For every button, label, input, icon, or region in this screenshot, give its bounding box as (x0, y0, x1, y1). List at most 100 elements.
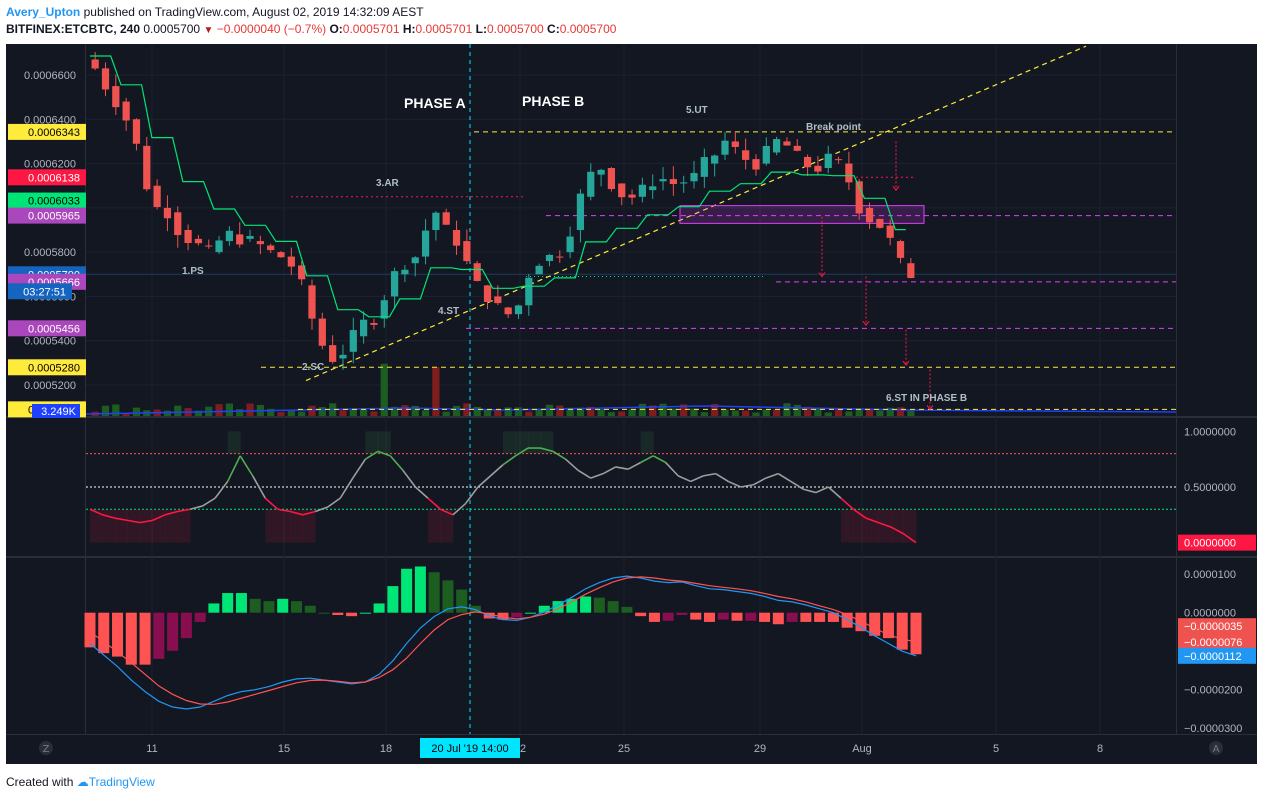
pane-separator[interactable] (6, 556, 1257, 558)
time-tick-label: Aug (852, 743, 872, 755)
volume-bar (483, 409, 492, 416)
volume-bar (359, 409, 368, 416)
oversold-zone (890, 509, 904, 543)
price-label-text: 0.0006343 (28, 127, 80, 139)
osc-line-segment (615, 466, 629, 470)
candle-body (886, 225, 894, 238)
volume-bar (793, 404, 801, 416)
macd-line (89, 575, 917, 710)
price-axis[interactable]: 0.00066000.00064000.00062000.00060000.00… (8, 70, 86, 418)
price-label-text: 0.0005456 (28, 323, 80, 335)
oversold-zone (102, 509, 116, 543)
candle-body (545, 254, 554, 261)
macd-histogram-bar (98, 612, 110, 654)
volume-bar (318, 407, 326, 416)
macd-histogram-bar (125, 612, 137, 665)
annotation-label: Break point (806, 122, 862, 133)
time-tick-label: 5 (993, 743, 999, 755)
volume-bar (886, 407, 894, 416)
volume-bar (380, 363, 388, 416)
oversold-zone (177, 509, 191, 543)
macd-signal-line (89, 576, 917, 705)
osc-line-segment (602, 466, 617, 475)
candle-body (432, 212, 440, 230)
time-tick-label: 11 (146, 743, 157, 755)
osc-line-segment (402, 469, 417, 488)
osc-line-segment (477, 475, 492, 488)
osc-line-segment (827, 486, 842, 499)
candle-body (308, 285, 316, 319)
macd-histogram-bar (703, 612, 716, 622)
macd-histogram-bar (566, 598, 578, 613)
macd-value-label: −0.0000112 (1184, 651, 1242, 663)
volume-bar (834, 408, 843, 416)
price-label-badge (8, 192, 86, 209)
trailing-stop-line (90, 55, 906, 318)
overbought-zone (377, 431, 391, 454)
oversold-zone (440, 509, 454, 543)
macd-histogram-bar (676, 612, 688, 615)
pane-separator[interactable] (6, 416, 1257, 418)
candle-body (225, 230, 234, 242)
oversold-zone (290, 509, 304, 543)
osc-line-segment (264, 497, 279, 510)
author-name[interactable]: Avery_Upton (6, 5, 81, 19)
volume-bar (855, 408, 863, 416)
volume-bar (762, 409, 770, 416)
macd-histogram-bar (648, 612, 660, 622)
price-label-text: 0.0006138 (28, 172, 80, 184)
macd-value-label: −0.0000035 (1184, 621, 1242, 633)
macd-histogram-bar (112, 612, 124, 657)
macd-histogram-bar (359, 612, 371, 614)
osc-line-segment (452, 503, 466, 516)
macd-histogram-bar (387, 586, 399, 613)
time-tick-label: 8 (1097, 743, 1103, 755)
candle-body (772, 139, 781, 153)
ohlc-legend: BITFINEX:ETCBTC, 240 0.0005700 ▼ −0.0000… (6, 22, 616, 36)
time-axis[interactable]: 111518222529Aug5820 Jul '19 14:00 (146, 738, 1103, 758)
candle-body (566, 236, 574, 253)
candle-body (752, 159, 760, 170)
osc-line-segment (640, 455, 654, 464)
volume-bar (814, 407, 822, 416)
annotation-label: 3.AR (376, 178, 400, 189)
volume-bar (907, 410, 915, 416)
candle-body (452, 230, 461, 246)
created-with-text: Created with (6, 775, 74, 789)
chart-canvas[interactable]: 1.PS 2.SC 3.AR 4.ST 5.UT 6.ST IN PHASE B PHASE… (6, 44, 1257, 764)
candle-body (535, 265, 543, 275)
volume-bar (298, 411, 306, 416)
overbought-zone (227, 431, 241, 454)
oversold-zone (302, 509, 316, 543)
osc-line-segment (565, 458, 579, 471)
macd-histogram-bar (373, 603, 385, 613)
macd-histogram-bar (263, 601, 275, 613)
volume-bar (597, 409, 605, 416)
macd-histogram-bar (304, 605, 316, 613)
macd-histogram-bar (332, 612, 344, 615)
volume-bar (638, 403, 647, 416)
osc-line-segment (803, 488, 817, 494)
candle-body (824, 153, 832, 168)
volume-bar (607, 412, 616, 416)
price-tick-label: 0.0006400 (24, 114, 76, 126)
zoom-button[interactable] (39, 741, 53, 755)
tradingview-brand[interactable]: TradingView (88, 775, 155, 789)
volume-bar (742, 410, 750, 416)
osc-line-segment (840, 497, 854, 510)
macd-histogram-bar (690, 612, 702, 620)
candle-body (514, 305, 523, 315)
low-label: L: (475, 22, 487, 36)
volume-bar (545, 404, 554, 416)
time-tick-label: 25 (618, 743, 630, 755)
candle-body (329, 345, 337, 362)
auto-scale-button[interactable] (1209, 741, 1223, 755)
volume-bar (772, 409, 781, 416)
volume-bar (132, 407, 141, 416)
volume-bar (101, 405, 110, 416)
macd-value-badge (1178, 618, 1256, 635)
volume-bar (308, 405, 316, 416)
macd-histogram-bar (497, 612, 509, 620)
osc-line-segment (290, 510, 303, 516)
volume-badge (32, 404, 80, 418)
